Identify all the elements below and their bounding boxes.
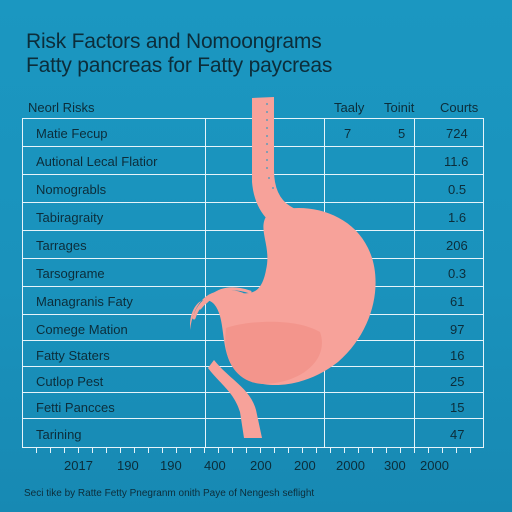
row-label: Tabiragraity [36,210,104,225]
grid-line [22,118,23,448]
cell-value: 724 [446,126,468,141]
cell-value: 47 [450,427,465,442]
x-axis-label: 190 [160,458,182,473]
cell-value: 61 [450,294,465,309]
grid-line [22,392,484,393]
stomach-lobe [225,321,322,384]
axis-tick [358,448,359,453]
axis-tick [162,448,163,453]
row-label: Tarrages [36,238,87,253]
column-header: Taaly [334,100,365,115]
chart-subtitle: Fatty pancreas for Fatty paycreas [26,54,333,77]
axis-tick [330,448,331,453]
axis-tick [92,448,93,453]
cell-value: 7 [344,126,352,141]
axis-tick [120,448,121,453]
axis-tick [316,448,317,453]
cell-value: 11.6 [444,154,469,169]
grid-line [22,230,484,231]
axis-tick [64,448,65,453]
intestine-ridges [192,287,252,320]
row-label: Nomograbls [36,182,107,197]
axis-tick [456,448,457,453]
esophagus-shape [252,97,300,220]
cell-value: 206 [446,238,468,253]
axis-tick [176,448,177,453]
x-axis-label: 2017 [64,458,93,473]
x-axis-label: 2000 [336,458,365,473]
axis-tick [190,448,191,453]
axis-tick [288,448,289,453]
chart-title: Risk Factors and Nomoongrams [26,30,322,53]
column-header: Toinit [384,100,415,115]
axis-tick [400,448,401,453]
row-label: Matie Fecup [36,126,108,141]
row-label: Fatty Staters [36,348,110,363]
row-label: Tarining [36,427,82,442]
axis-tick [218,448,219,453]
cell-value: 97 [450,322,465,337]
cell-value: 0.3 [448,266,467,281]
x-axis-label: 190 [117,458,139,473]
row-label: Cutlop Pest [36,374,104,389]
axis-tick [204,448,205,453]
grid-line [22,202,484,203]
axis-tick [302,448,303,453]
grid-line [22,447,484,448]
axis-tick [344,448,345,453]
axis-tick [106,448,107,453]
cell-value: 15 [450,400,465,415]
x-axis-label: 200 [294,458,316,473]
axis-tick [470,448,471,453]
axis-tick [428,448,429,453]
axis-tick [414,448,415,453]
axis-tick [274,448,275,453]
row-label: Fetti Pancces [36,400,115,415]
row-label: Tarsograme [36,266,105,281]
row-label: Managranis Faty [36,294,133,309]
esophagus-ridges [266,103,276,189]
x-axis-label: 400 [204,458,226,473]
axis-tick [386,448,387,453]
grid-line [205,118,206,448]
column-header: Neorl Risks [28,100,95,115]
x-axis-label: 2000 [420,458,449,473]
grid-line [22,286,484,287]
x-axis-label: 300 [384,458,406,473]
x-axis-label: 200 [250,458,272,473]
axis-tick [246,448,247,453]
axis-tick [442,448,443,453]
grid-line [483,118,484,448]
cell-value: 1.6 [448,210,467,225]
cell-value: 0.5 [448,182,467,197]
axis-tick [78,448,79,453]
cell-value: 25 [450,374,465,389]
axis-tick [36,448,37,453]
axis-tick [232,448,233,453]
axis-tick [260,448,261,453]
axis-tick [50,448,51,453]
duodenum-shape [208,360,262,438]
column-header: Courts [440,100,479,115]
cell-value: 16 [450,348,465,363]
cell-value: 5 [398,126,406,141]
grid-line [414,118,415,448]
axis-tick [148,448,149,453]
row-label: Comege Mation [36,322,128,337]
axis-tick [134,448,135,453]
x-axis-ticks [22,448,484,462]
grid-line [22,258,484,259]
axis-tick [372,448,373,453]
footnote: Seci tike by Ratte Fetty Pnegranm onith … [24,488,315,499]
row-label: Autional Lecal Flatior [36,154,158,169]
